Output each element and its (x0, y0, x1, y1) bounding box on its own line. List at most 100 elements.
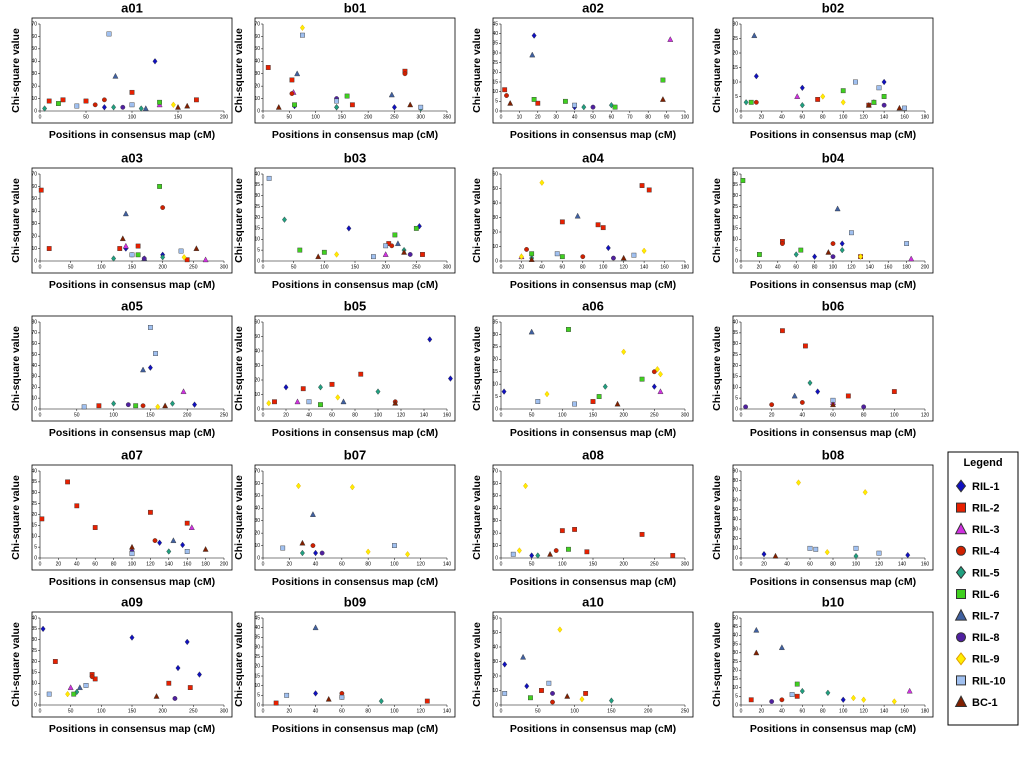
x-tick-label: 150 (146, 412, 155, 418)
data-point (122, 210, 129, 217)
data-point (283, 384, 289, 391)
y-tick-label: 30 (31, 490, 37, 496)
data-point (563, 98, 568, 104)
x-tick-label: 80 (365, 708, 371, 714)
data-point (778, 644, 785, 650)
y-tick-label: 20 (254, 377, 260, 383)
data-point (820, 93, 826, 100)
y-tick-label: 35 (31, 626, 37, 632)
x-tick-label: 140 (165, 561, 174, 567)
data-point (67, 684, 74, 690)
x-tick-label: 160 (443, 412, 452, 418)
data-point (335, 394, 341, 401)
data-point (152, 538, 158, 543)
x-tick-label: 200 (619, 561, 628, 567)
y-tick-label: 50 (254, 493, 260, 499)
data-point (192, 401, 198, 408)
x-tick-label: 10 (517, 114, 523, 120)
x-tick-label: 60 (339, 708, 345, 714)
x-tick-label: 60 (339, 561, 345, 567)
data-point (798, 247, 804, 253)
data-point (289, 91, 295, 97)
x-tick-label: 20 (56, 561, 62, 567)
data-point (840, 99, 846, 106)
y-tick-label: 10 (254, 96, 260, 102)
data-point (839, 246, 845, 254)
legend-label: RIL-9 (972, 654, 1000, 666)
y-axis-label: Chi-square value (10, 178, 22, 263)
data-point (799, 84, 805, 91)
data-point (794, 681, 800, 687)
legend-marker (956, 589, 966, 599)
chart-title: a10 (582, 594, 604, 609)
data-point (891, 389, 897, 394)
data-point (306, 399, 312, 405)
data-point (339, 694, 345, 700)
y-tick-label: 60 (31, 34, 37, 40)
y-tick-label: 40 (254, 506, 260, 512)
x-tick-label: 150 (338, 114, 347, 120)
data-point (660, 77, 666, 83)
y-tick-label: 10 (31, 681, 37, 687)
y-tick-label: 45 (732, 624, 738, 630)
data-point (853, 545, 859, 551)
data-point (769, 699, 775, 704)
y-tick-label: 10 (254, 683, 260, 689)
y-tick-label: 60 (254, 481, 260, 487)
y-axis-label: Chi-square value (471, 178, 483, 263)
data-point (539, 179, 545, 186)
data-point (147, 509, 153, 515)
x-tick-label: 0 (262, 708, 265, 714)
x-tick-label: 0 (39, 561, 42, 567)
y-axis-label: Chi-square value (471, 326, 483, 411)
x-axis-label: Positions in consensus map (cM) (49, 723, 215, 735)
y-tick-label: 0 (34, 702, 37, 708)
x-tick-label: 100 (320, 264, 329, 270)
data-point (427, 336, 433, 343)
y-tick-label: 30 (492, 659, 498, 665)
x-tick-label: 50 (68, 708, 74, 714)
x-tick-label: 40 (800, 412, 806, 418)
data-point (129, 252, 135, 258)
y-tick-label: 50 (732, 507, 738, 513)
data-point (757, 252, 762, 257)
data-point (871, 99, 877, 105)
y-tick-label: 50 (492, 493, 498, 499)
data-point (153, 351, 158, 356)
data-point (284, 692, 290, 698)
data-point (840, 88, 846, 94)
data-point (780, 328, 785, 334)
data-point (740, 178, 746, 183)
data-point (502, 87, 508, 93)
data-point (807, 545, 813, 551)
y-tick-label: 5 (735, 94, 738, 100)
y-tick-label: 40 (732, 517, 738, 523)
y-tick-label: 25 (31, 501, 37, 507)
x-tick-label: 120 (619, 264, 628, 270)
x-axis-label: Positions in consensus map (cM) (510, 723, 676, 735)
x-tick-label: 150 (174, 114, 183, 120)
y-tick-label: 30 (31, 71, 37, 77)
y-tick-label: 20 (732, 536, 738, 542)
data-point (807, 379, 813, 387)
x-tick-label: 100 (558, 412, 567, 418)
data-point (881, 102, 887, 108)
y-tick-label: 70 (254, 21, 260, 27)
x-tick-label: 100 (839, 708, 848, 714)
x-tick-label: 0 (500, 264, 503, 270)
data-point (135, 252, 141, 258)
data-point (365, 548, 371, 555)
data-point (142, 105, 149, 111)
x-axis-label: Positions in consensus map (cM) (510, 427, 676, 439)
y-axis-label: Chi-square value (471, 622, 483, 707)
x-tick-label: 300 (443, 264, 452, 270)
x-axis-label: Positions in consensus map (cM) (750, 129, 916, 141)
data-point (651, 369, 657, 375)
y-tick-label: 10 (732, 237, 738, 243)
y-axis-label: Chi-square value (711, 475, 723, 560)
data-point (751, 32, 758, 38)
x-tick-label: 80 (352, 412, 358, 418)
y-tick-label: 10 (732, 79, 738, 85)
data-point (658, 371, 663, 378)
data-point (402, 71, 408, 77)
